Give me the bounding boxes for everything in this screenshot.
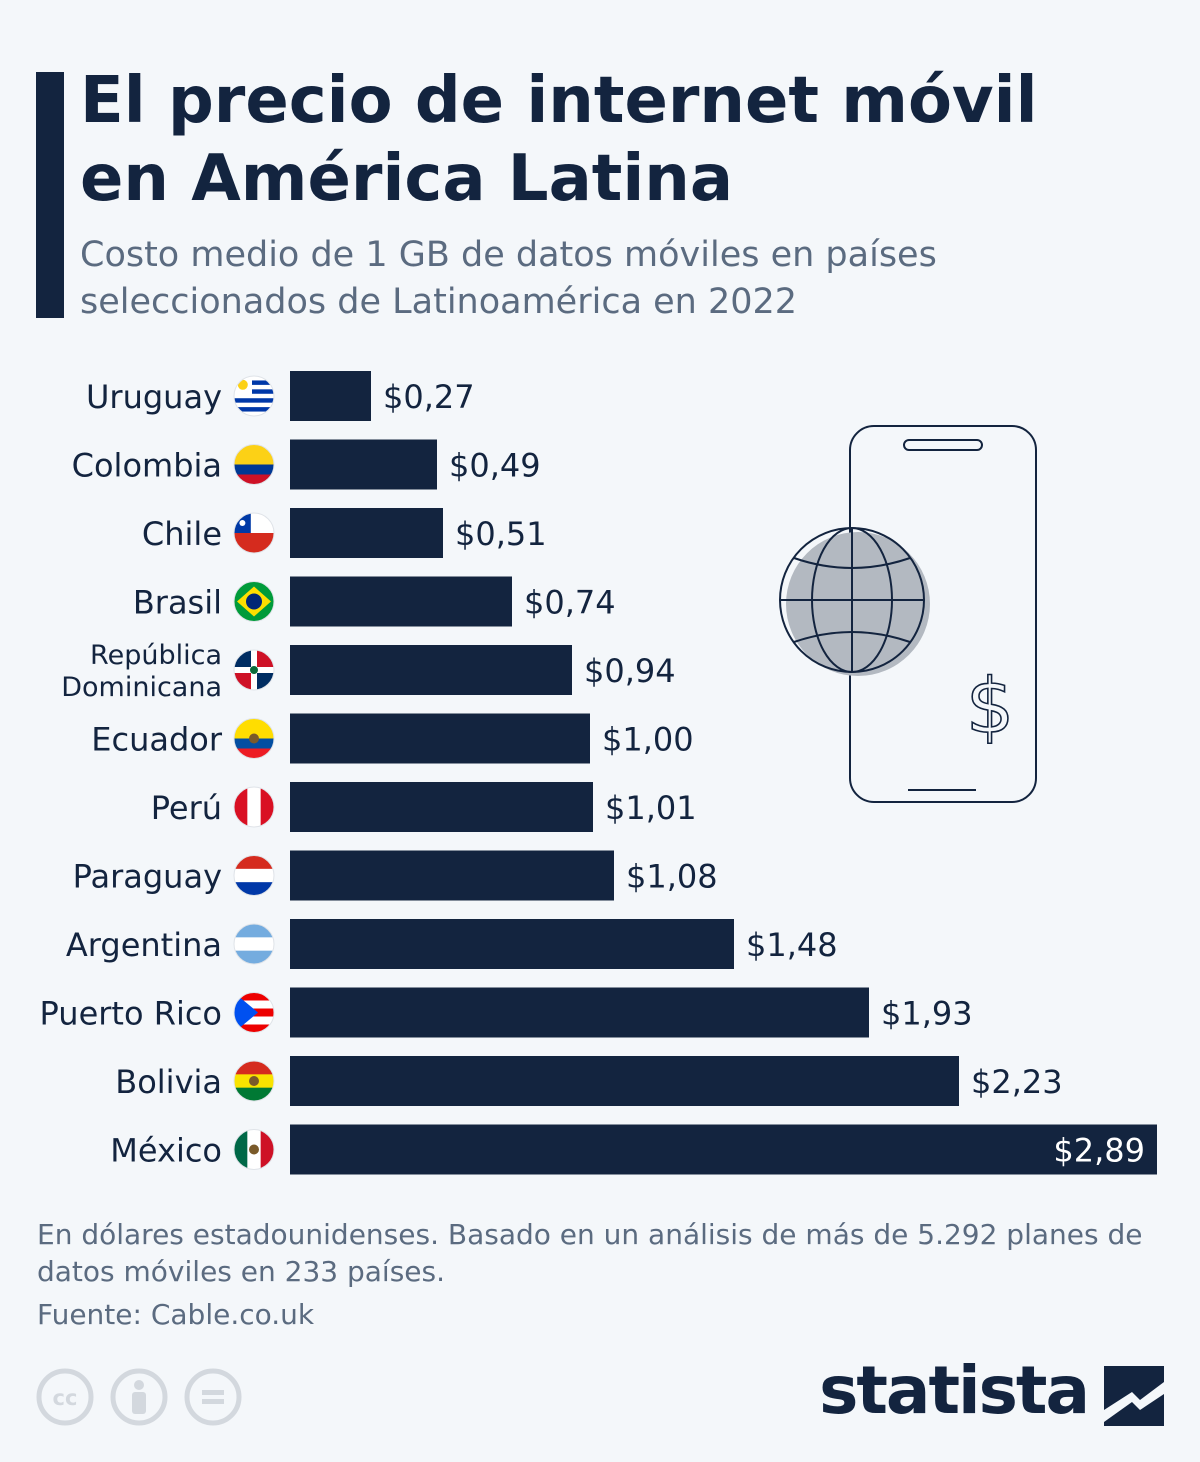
value-label: $1,08 (626, 858, 718, 896)
colombia-flag-icon (233, 444, 275, 485)
footnote: En dólares estadounidenses. Basado en un… (37, 1218, 1143, 1288)
brasil-flag-icon (233, 581, 275, 622)
peru-flag-icon (233, 786, 275, 828)
svg-text:cc: cc (53, 1386, 78, 1410)
bar-7 (290, 782, 593, 832)
bolivia-flag-icon (233, 1060, 275, 1102)
chile-flag-icon (233, 512, 275, 554)
category-label: Ecuador (91, 721, 223, 759)
value-label: $1,01 (605, 789, 697, 827)
attribution-icon[interactable] (110, 1368, 168, 1426)
mexico-flag-icon (233, 1129, 275, 1170)
statista-logo-text[interactable]: statista (819, 1352, 1090, 1429)
bar-5 (290, 645, 572, 695)
value-label: $2,23 (971, 1063, 1063, 1101)
value-label: $0,27 (383, 378, 475, 416)
argentina-flag-icon (233, 923, 275, 965)
bar-10 (290, 987, 869, 1038)
bar-3 (290, 508, 443, 558)
bar-11 (290, 1056, 959, 1106)
category-label: Brasil (133, 584, 222, 622)
category-label: Argentina (66, 926, 222, 964)
license-icons: cc (36, 1368, 242, 1426)
bar-2 (290, 439, 437, 490)
title-accent-bar (36, 72, 64, 318)
bar-6 (290, 713, 590, 764)
republica-dominicana-flag-icon (233, 649, 275, 691)
category-label: Colombia (72, 447, 222, 485)
source-link[interactable]: Fuente: Cable.co.uk (37, 1298, 315, 1331)
bar-9 (290, 919, 734, 969)
bar-1 (290, 371, 371, 421)
category-label: República Dominicana (61, 640, 222, 703)
category-label: México (110, 1132, 222, 1170)
value-label: $0,51 (455, 515, 547, 553)
category-label: Perú (151, 789, 222, 827)
value-label: $1,48 (746, 926, 838, 964)
value-label: $1,00 (602, 721, 694, 759)
chart-subtitle: Costo medio de 1 GB de datos móviles en … (80, 235, 937, 322)
category-label: Uruguay (86, 378, 222, 416)
category-label: Puerto Rico (40, 995, 222, 1033)
chart-title: El precio de internet móvil en América L… (80, 64, 1038, 216)
puerto-rico-flag-icon (233, 992, 275, 1033)
bar-8 (290, 850, 614, 901)
bar-4 (290, 576, 512, 627)
category-label: Paraguay (73, 858, 222, 896)
paraguay-flag-icon (233, 855, 275, 896)
category-label: Chile (142, 515, 222, 553)
value-label: $1,93 (881, 995, 973, 1033)
category-label: Bolivia (115, 1063, 222, 1101)
ecuador-flag-icon (233, 718, 275, 759)
value-label: $2,89 (1053, 1132, 1145, 1170)
cc-icon[interactable]: cc (36, 1368, 94, 1426)
no-derivatives-icon[interactable] (184, 1368, 242, 1426)
value-label: $0,74 (524, 584, 616, 622)
dollar-icon: $ (966, 661, 1014, 750)
bar-12 (290, 1124, 1157, 1175)
uruguay-flag-icon (233, 375, 275, 417)
bar-chart: $0,27 Uruguay $0,49 Colombia $0,51 Chile $0,74… (40, 371, 1157, 1175)
value-label: $0,49 (449, 447, 541, 485)
statista-logo-icon[interactable] (1104, 1366, 1164, 1426)
globe-icon (779, 527, 930, 676)
value-label: $0,94 (584, 652, 676, 690)
phone-illustration: $ (779, 425, 1037, 803)
